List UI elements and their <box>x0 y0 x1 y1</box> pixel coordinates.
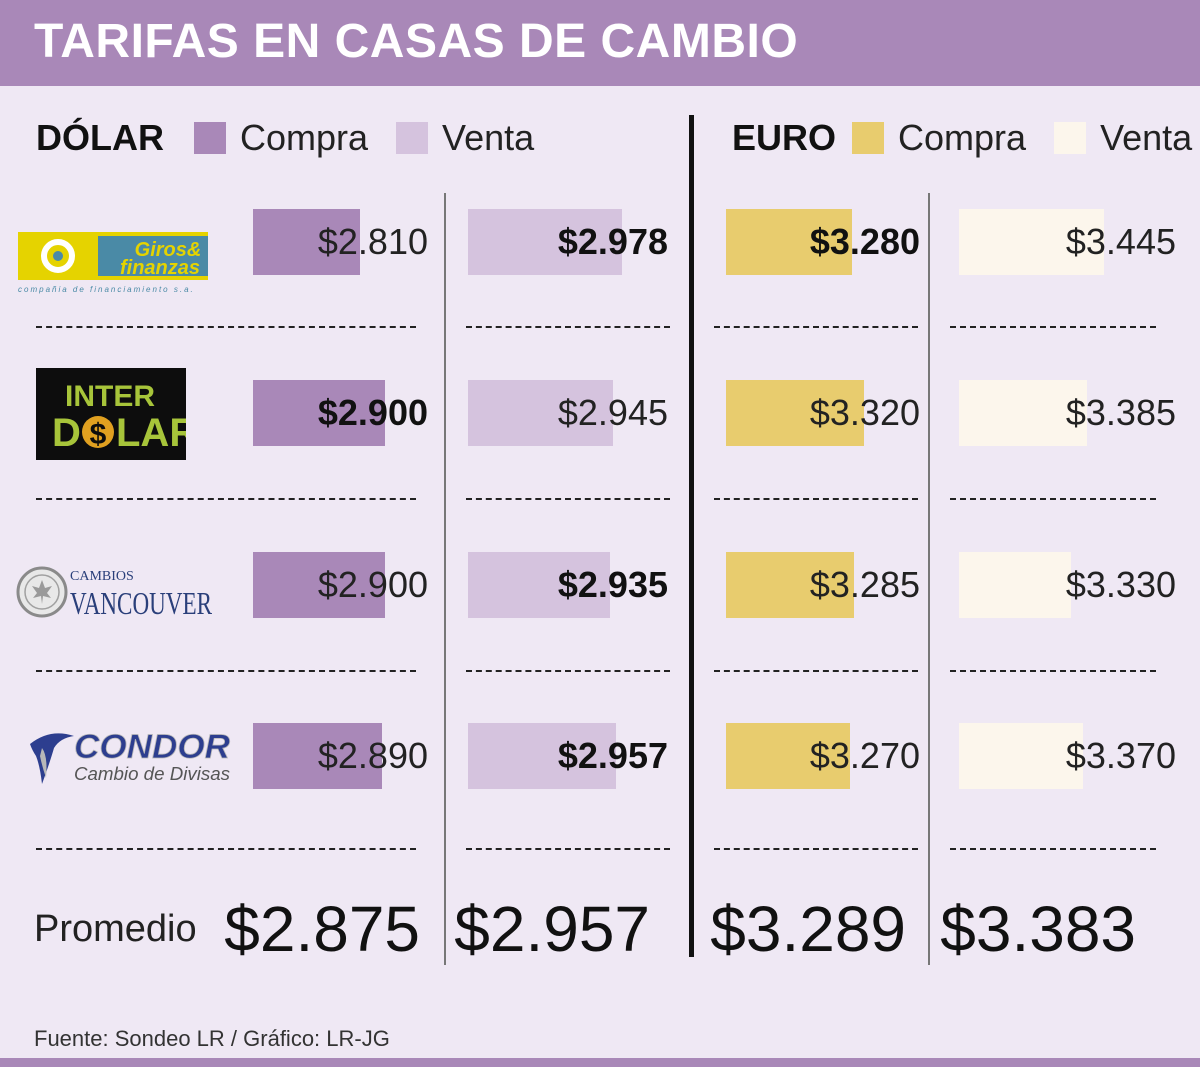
separator-2-3 <box>714 498 918 500</box>
value-dolar-venta-1: $2.978 <box>557 221 668 262</box>
page-title: TARIFAS EN CASAS DE CAMBIO <box>34 15 799 68</box>
legend-label-euro-venta: Venta <box>1100 117 1193 158</box>
source-note: Fuente: Sondeo LR / Gráfico: LR-JG <box>34 1026 390 1051</box>
separator-4-3 <box>714 848 918 850</box>
value-dolar-venta-4: $2.957 <box>557 735 668 776</box>
interdolar-logo-lar: LAR <box>116 411 186 455</box>
average-label: Promedio <box>34 908 197 950</box>
bar-dolar-compra-2 <box>253 380 385 446</box>
separator-4-1 <box>36 848 416 850</box>
separator-4-4 <box>950 848 1156 850</box>
bar-dolar-compra-3 <box>253 552 385 618</box>
giros-logo-tagline: compañia de financiamiento s.a. <box>18 285 195 294</box>
logo-inter-dolar: INTER D $ LAR <box>36 368 198 460</box>
legend-euro-currency: EURO <box>732 117 837 158</box>
divider-currencies <box>689 115 694 957</box>
average-dolar-compra: $2.875 <box>224 893 420 965</box>
value-euro-venta-1: $3.445 <box>1065 221 1176 262</box>
condor-bird-icon <box>30 733 74 784</box>
condor-logo-line1: CONDOR <box>74 728 230 766</box>
separator-3-1 <box>36 670 416 672</box>
interdolar-logo-dollar-sign: $ <box>90 418 107 451</box>
interdolar-logo-line1: INTER <box>65 380 155 413</box>
value-euro-venta-4: $3.370 <box>1065 735 1176 776</box>
divider-dolar <box>444 193 446 965</box>
bar-dolar-venta-4 <box>468 723 616 789</box>
logo-giros-finanzas: Giros& finanzas compañia de financiamien… <box>18 230 214 296</box>
legend-swatch-euro-venta <box>1054 122 1087 154</box>
separator-3-3 <box>714 670 918 672</box>
legend-label-euro-compra: Compra <box>898 117 1027 158</box>
vancouver-logo-graphic: CAMBIOS VANCOUVER <box>16 566 212 621</box>
average-euro-venta: $3.383 <box>940 893 1136 965</box>
bar-dolar-compra-1 <box>253 209 360 275</box>
value-dolar-compra-2: $2.900 <box>317 392 428 433</box>
legend-swatch-euro-compra <box>852 122 885 154</box>
divider-euro <box>928 193 930 965</box>
legend-euro: EURO Compra Venta <box>732 116 1192 160</box>
bar-dolar-venta-1 <box>468 209 622 275</box>
legend-dolar-currency: DÓLAR <box>36 117 164 158</box>
separator-1-4 <box>950 326 1156 328</box>
value-euro-compra-1: $3.280 <box>809 221 920 262</box>
value-dolar-compra-4: $2.890 <box>317 735 428 776</box>
giros-logo-line2: finanzas <box>120 257 200 279</box>
value-dolar-compra-1: $2.810 <box>317 221 428 262</box>
bar-euro-venta-1 <box>959 209 1104 275</box>
maple-leaf-icon <box>32 580 52 604</box>
value-euro-venta-2: $3.385 <box>1065 392 1176 433</box>
bar-dolar-venta-3 <box>468 552 610 618</box>
separator-4-2 <box>466 848 670 850</box>
bar-euro-compra-1 <box>726 209 852 275</box>
bar-euro-compra-2 <box>726 380 864 446</box>
separator-3-2 <box>466 670 670 672</box>
separator-2-4 <box>950 498 1156 500</box>
interdolar-logo-graphic: INTER D $ LAR <box>36 368 198 460</box>
legend-swatch-dolar-venta <box>396 122 429 154</box>
value-dolar-compra-3: $2.900 <box>317 564 428 605</box>
separator-1-1 <box>36 326 416 328</box>
footer-bar <box>0 1058 1200 1067</box>
bar-euro-compra-4 <box>726 723 850 789</box>
legend-swatch-dolar-compra <box>194 122 226 154</box>
value-dolar-venta-3: $2.935 <box>557 564 668 605</box>
legend-label-dolar-venta: Venta <box>442 117 535 158</box>
logo-condor: CONDOR Cambio de Divisas <box>28 726 232 786</box>
condor-logo-line2: Cambio de Divisas <box>74 764 230 784</box>
legend-label-dolar-compra: Compra <box>240 117 369 158</box>
separator-2-1 <box>36 498 416 500</box>
value-euro-compra-2: $3.320 <box>809 392 920 433</box>
giros-logo-graphic: Giros& finanzas compañia de financiamien… <box>18 232 208 294</box>
bar-euro-venta-2 <box>959 380 1087 446</box>
bar-euro-venta-4 <box>959 723 1083 789</box>
interdolar-logo-d: D <box>52 411 81 455</box>
logo-cambios-vancouver: CAMBIOS VANCOUVER <box>16 562 216 622</box>
average-dolar-venta: $2.957 <box>454 893 650 965</box>
bar-dolar-venta-2 <box>468 380 613 446</box>
giros-logo-line1: Giros& <box>135 239 202 261</box>
legend-dolar: DÓLAR Compra Venta <box>36 116 562 160</box>
bar-euro-venta-3 <box>959 552 1071 618</box>
separator-2-2 <box>466 498 670 500</box>
separator-3-4 <box>950 670 1156 672</box>
vancouver-logo-line2: VANCOUVER <box>70 585 212 621</box>
bar-dolar-compra-4 <box>253 723 382 789</box>
average-euro-compra: $3.289 <box>710 893 906 965</box>
value-euro-venta-3: $3.330 <box>1065 564 1176 605</box>
condor-logo-graphic: CONDOR Cambio de Divisas <box>30 728 231 784</box>
bar-euro-compra-3 <box>726 552 854 618</box>
value-euro-compra-3: $3.285 <box>809 564 920 605</box>
separator-1-3 <box>714 326 918 328</box>
separator-1-2 <box>466 326 670 328</box>
header-bar: TARIFAS EN CASAS DE CAMBIO <box>0 0 1200 86</box>
value-dolar-venta-2: $2.945 <box>557 392 668 433</box>
vancouver-logo-line1: CAMBIOS <box>70 569 134 584</box>
value-euro-compra-4: $3.270 <box>809 735 920 776</box>
